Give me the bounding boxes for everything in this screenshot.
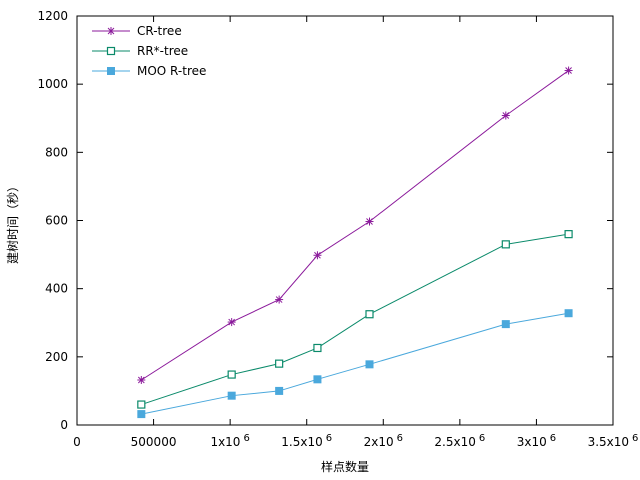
series-line xyxy=(141,233,569,406)
y-tick-label: 1000 xyxy=(37,77,68,91)
data-point-marker xyxy=(106,46,116,56)
data-point-marker xyxy=(137,376,146,385)
y-axis-ticks: 0 200 400 600 800 1000 1200 xyxy=(37,9,613,432)
data-point-marker xyxy=(227,391,236,400)
x-axis-ticks: 0 500000 1x10 6 1.5x10 6 2x10 6 2.5x10 6 3x10 6 3.5x… xyxy=(73,16,638,449)
data-point-marker xyxy=(227,370,236,379)
y-tick-label: 0 xyxy=(60,418,68,432)
data-point-marker xyxy=(501,320,510,329)
data-point-marker xyxy=(564,230,573,239)
x-tick-label: 0 xyxy=(73,435,81,449)
y-tick-label: 600 xyxy=(45,214,68,228)
data-point-marker xyxy=(564,309,573,318)
x-axis-label: 样点数量 xyxy=(321,459,369,474)
data-point-marker xyxy=(564,66,573,75)
data-point-marker xyxy=(275,295,284,304)
x-tick-label: 3x10 6 xyxy=(517,433,556,449)
data-point-marker xyxy=(365,217,374,226)
legend-item: MOO R-tree xyxy=(92,64,206,78)
data-point-marker xyxy=(365,310,374,319)
data-point-marker xyxy=(137,400,146,409)
y-tick-label: 400 xyxy=(45,282,68,296)
legend-label: CR-tree xyxy=(137,24,182,38)
data-point-marker xyxy=(365,360,374,369)
data-point-marker xyxy=(501,240,510,249)
legend-label: MOO R-tree xyxy=(137,64,206,78)
data-point-marker xyxy=(107,67,115,75)
series-line xyxy=(141,312,569,415)
x-tick-label: 2x10 6 xyxy=(364,433,403,449)
x-tick-label: 1.5x10 6 xyxy=(281,433,332,449)
series-rr-tree xyxy=(137,230,573,409)
x-tick-label: 500000 xyxy=(131,435,177,449)
x-tick-label: 2.5x10 6 xyxy=(434,433,485,449)
series-moo-r-tree xyxy=(137,309,573,419)
x-tick-label: 1x10 6 xyxy=(210,433,249,449)
series-cr-tree xyxy=(137,66,573,385)
data-point-marker xyxy=(313,375,322,384)
legend-item: RR*-tree xyxy=(92,44,188,58)
y-tick-label: 200 xyxy=(45,350,68,364)
data-point-marker xyxy=(107,27,115,35)
y-tick-label: 1200 xyxy=(37,9,68,23)
legend: CR-tree RR*-tree MOO R-tree xyxy=(92,24,206,78)
data-point-marker xyxy=(313,343,322,353)
data-point-marker xyxy=(227,318,236,327)
legend-item: CR-tree xyxy=(92,24,182,38)
data-point-marker xyxy=(501,111,510,120)
legend-label: RR*-tree xyxy=(137,44,188,58)
y-tick-label: 800 xyxy=(45,145,68,159)
data-point-marker xyxy=(275,359,284,368)
x-tick-label: 3.5x10 6 xyxy=(588,433,639,449)
y-axis-label: 建树时间（秒） xyxy=(5,180,20,264)
series-layer xyxy=(137,66,573,419)
data-point-marker xyxy=(313,251,322,260)
data-point-marker xyxy=(275,386,284,395)
data-point-marker xyxy=(137,410,146,419)
